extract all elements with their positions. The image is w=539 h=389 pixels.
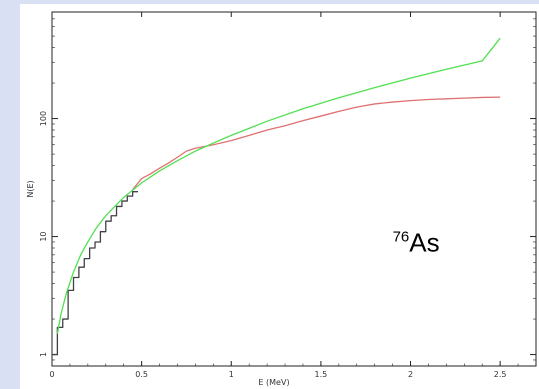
- x-axis-ticks: 0 0.5 1 1.5 2 2.5: [49, 12, 519, 379]
- isotope-annotation: 76As: [393, 227, 440, 257]
- chart-plot: 0 0.5 1 1.5 2 2.5 1 10 100 E (MeV) N(E) 76As: [26, 11, 537, 387]
- chart-frame: 0 0.5 1 1.5 2 2.5 1 10 100 E (MeV) N(E) 76As: [20, 4, 539, 389]
- x-tick-label: 1.5: [315, 370, 328, 379]
- y-tick-label: 100: [39, 111, 48, 126]
- series-line-2: [132, 96, 501, 191]
- x-tick-label: 2.5: [494, 370, 507, 379]
- y-tick-label: 10: [39, 231, 48, 241]
- isotope-symbol: As: [409, 227, 439, 257]
- series-layer: [52, 37, 501, 356]
- y-minor-ticks: [52, 11, 536, 367]
- x-tick-label: 2: [408, 370, 413, 379]
- x-tick-label: 0.5: [135, 370, 148, 379]
- series-line-1: [52, 191, 139, 356]
- y-tick-label: 1: [39, 352, 48, 357]
- y-axis-label: N(E): [26, 180, 35, 197]
- x-axis-label: E (MeV): [258, 378, 289, 387]
- series-line-3: [56, 37, 501, 334]
- isotope-mass-number: 76: [393, 228, 410, 245]
- x-tick-label: 0: [49, 370, 54, 379]
- x-tick-label: 1: [229, 370, 234, 379]
